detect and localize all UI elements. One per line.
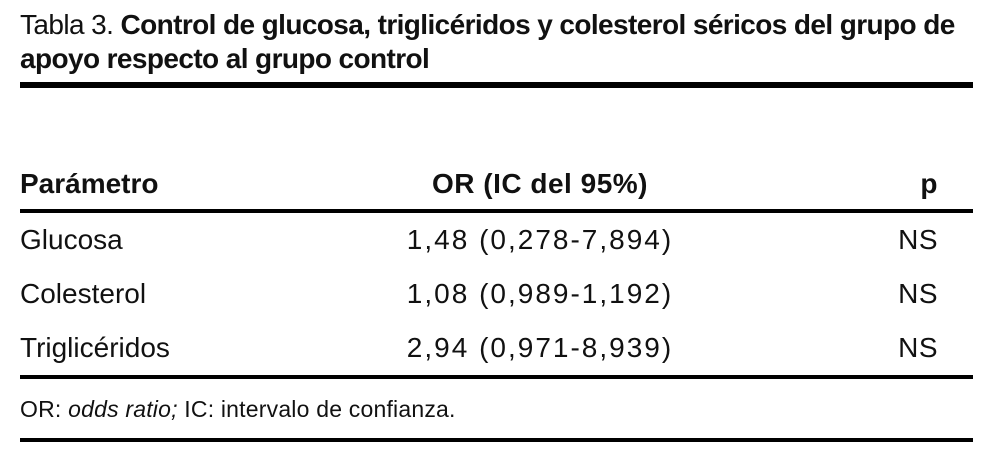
caption-table-spacer	[20, 88, 973, 158]
table-footnote: OR: odds ratio; IC: intervalo de confian…	[20, 379, 973, 442]
footnote-abbreviation-italic: odds ratio;	[68, 396, 178, 422]
table-number-label: Tabla 3.	[20, 9, 114, 40]
cell-p-value: NS	[898, 332, 938, 363]
footnote-prefix: OR:	[20, 396, 69, 422]
cell-p-value: NS	[898, 224, 938, 255]
cell-or-ic: 2,94 (0,971-8,939)	[406, 332, 674, 363]
cell-or-ic: 1,48 (0,278-7,894)	[406, 224, 674, 255]
footnote-suffix: IC: intervalo de confianza.	[177, 396, 456, 422]
table-body: Glucosa 1,48 (0,278-7,894) NS Colesterol…	[20, 213, 973, 379]
cell-parametro: Colesterol	[20, 278, 147, 309]
column-header-or-ic: OR (IC del 95%)	[432, 168, 648, 199]
table-caption: Tabla 3. Control de glucosa, triglicérid…	[20, 6, 973, 88]
table-row: Glucosa 1,48 (0,278-7,894) NS	[20, 213, 973, 267]
cell-or-ic: 1,08 (0,989-1,192)	[406, 278, 674, 309]
column-header-p: p	[920, 168, 938, 199]
table-row: Colesterol 1,08 (0,989-1,192) NS	[20, 267, 973, 321]
cell-parametro: Glucosa	[20, 224, 123, 255]
table-row: Triglicéridos 2,94 (0,971-8,939) NS	[20, 321, 973, 375]
table-header-row: Parámetro OR (IC del 95%) p	[20, 158, 973, 213]
column-header-parametro: Parámetro	[20, 168, 159, 199]
cell-p-value: NS	[898, 278, 938, 309]
table-title: Control de glucosa, triglicéridos y cole…	[20, 9, 955, 74]
cell-parametro: Triglicéridos	[20, 332, 170, 363]
